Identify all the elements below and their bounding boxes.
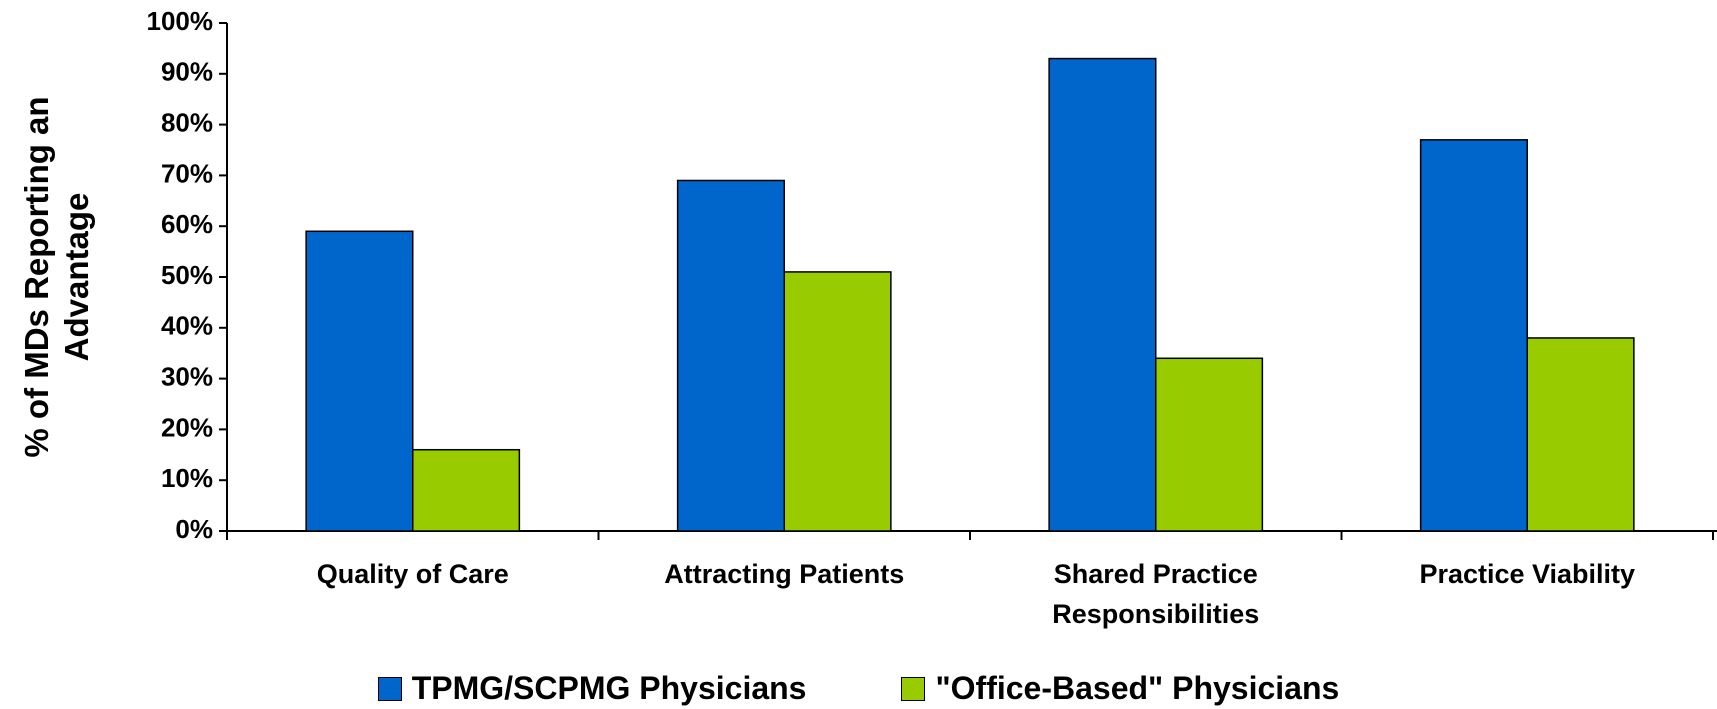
legend-swatch [377, 676, 402, 701]
y-tick-label: 90% [161, 57, 213, 87]
y-tick-label: 10% [161, 463, 213, 493]
y-tick-label: 0% [175, 514, 213, 544]
y-tick-label: 80% [161, 107, 213, 137]
legend: TPMG/SCPMG Physicians "Office-Based" Phys… [0, 670, 1717, 707]
x-tick-label: Quality of Care [316, 559, 509, 589]
y-tick-label: 30% [161, 361, 213, 391]
y-tick-label: 70% [161, 158, 213, 188]
legend-label: "Office-Based" Physicians [935, 670, 1340, 706]
y-tick-label: 50% [161, 260, 213, 290]
x-tick-label: Attracting Patients [664, 559, 905, 589]
bar [1419, 139, 1529, 532]
legend-item: "Office-Based" Physicians [901, 670, 1339, 707]
bar [676, 179, 786, 532]
x-tick-label: Practice Viability [1419, 559, 1636, 589]
bar [1526, 337, 1635, 532]
y-tick-label: 40% [161, 311, 213, 341]
bar [305, 230, 414, 532]
bar [783, 271, 892, 532]
legend-item: TPMG/SCPMG Physicians [377, 670, 807, 707]
legend-swatch [901, 676, 926, 701]
bar [1048, 57, 1157, 532]
bar [1155, 357, 1264, 532]
y-tick-label: 20% [161, 412, 213, 442]
y-tick-label: 60% [161, 209, 213, 239]
legend-label: TPMG/SCPMG Physicians [411, 670, 807, 706]
bar [412, 448, 521, 532]
x-tick-label: Shared Practice Responsibilities [1052, 559, 1260, 629]
y-tick-label: 100% [147, 6, 214, 36]
y-axis-label: % of MDs Reporting an Advantage [18, 96, 95, 458]
